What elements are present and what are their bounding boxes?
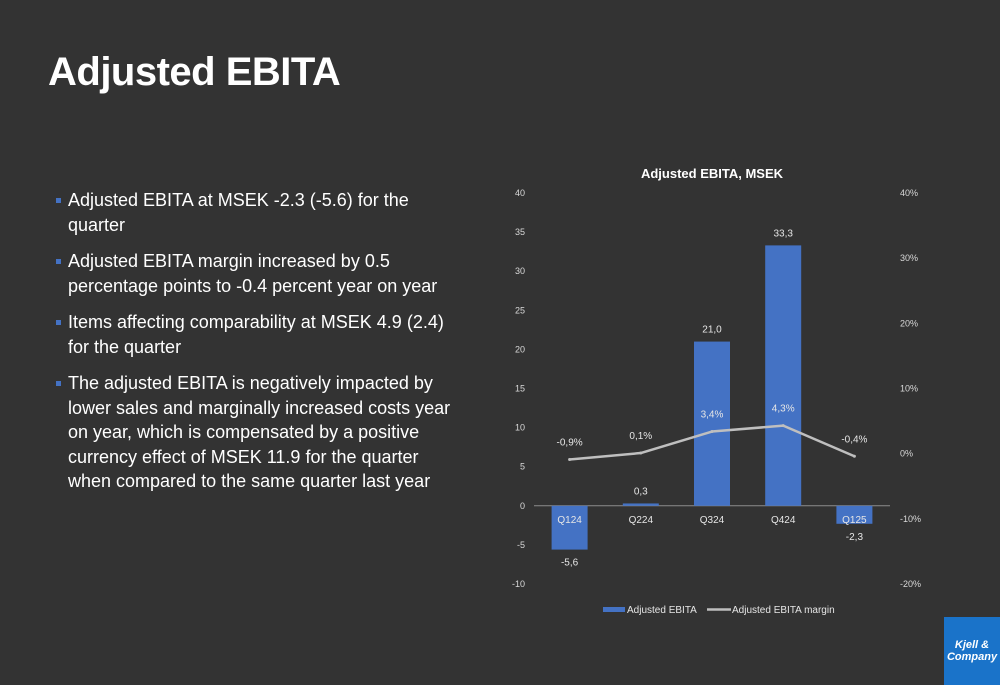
bullet-item: Adjusted EBITA at MSEK -2.3 (-5.6) for t… (56, 188, 456, 237)
y-left-tick-label: 0 (520, 501, 525, 511)
legend-label-bar: Adjusted EBITA (627, 605, 697, 616)
y-right-tick-label: 20% (900, 318, 918, 328)
line-data-label: 0,1% (629, 431, 652, 442)
line-point (639, 451, 643, 455)
y-left-tick-label: 30 (515, 266, 525, 276)
bullet-marker (56, 320, 61, 325)
y-left-tick-label: 35 (515, 227, 525, 237)
bullet-text: Items affecting comparability at MSEK 4.… (68, 312, 444, 357)
legend-label-line: Adjusted EBITA margin (732, 605, 835, 616)
y-right-tick-label: 40% (900, 188, 918, 198)
bar-adjusted-ebita (765, 245, 802, 506)
x-tick-label: Q124 (557, 515, 582, 526)
logo-line-2: Company (946, 651, 998, 663)
line-data-label: -0,9% (557, 438, 583, 449)
line-data-label: 3,4% (701, 410, 724, 421)
x-tick-label: Q424 (771, 515, 796, 526)
y-left-tick-label: -10 (512, 579, 525, 589)
bar-data-label: -2,3 (846, 532, 864, 543)
bullet-text: Adjusted EBITA at MSEK -2.3 (-5.6) for t… (68, 190, 409, 235)
line-data-label: 4,3% (772, 404, 795, 415)
y-left-tick-label: 15 (515, 384, 525, 394)
chart-title: Adjusted EBITA, MSEK (641, 166, 784, 181)
bullet-marker (56, 198, 61, 203)
slide-title: Adjusted EBITA (48, 50, 341, 94)
x-tick-label: Q224 (629, 515, 654, 526)
y-left-tick-label: 25 (515, 305, 525, 315)
bar-adjusted-ebita (694, 341, 730, 506)
bullet-item: The adjusted EBITA is negatively impacte… (56, 371, 456, 494)
y-right-tick-label: 10% (900, 384, 918, 394)
legend-swatch-bar (603, 607, 625, 612)
bar-data-label: 21,0 (702, 325, 722, 336)
bar-data-label: 0,3 (634, 486, 648, 497)
bar-adjusted-ebita (622, 503, 659, 506)
y-left-tick-label: 10 (515, 423, 525, 433)
line-data-label: -0,4% (841, 434, 867, 445)
y-right-tick-label: -20% (900, 579, 921, 589)
y-left-tick-label: 40 (515, 188, 525, 198)
bar-data-label: -5,6 (561, 558, 579, 569)
x-tick-label: Q125 (842, 515, 867, 526)
y-right-tick-label: -10% (900, 514, 921, 524)
x-tick-label: Q324 (700, 515, 725, 526)
bar-adjusted-ebita (836, 505, 873, 524)
logo-line-1: Kjell & (954, 639, 990, 651)
ebita-chart: Adjusted EBITA, MSEK 40 35 30 25 20 15 10 5 0 -5 -1… (500, 160, 940, 630)
bar-adjusted-ebita (551, 505, 588, 550)
bullet-marker (56, 381, 61, 386)
line-point (781, 424, 785, 428)
bullet-item: Adjusted EBITA margin increased by 0.5 p… (56, 249, 456, 298)
y-left-tick-label: 20 (515, 344, 525, 354)
bullet-text: Adjusted EBITA margin increased by 0.5 p… (68, 251, 438, 296)
y-right-tick-label: 30% (900, 253, 918, 263)
line-point (710, 430, 714, 434)
bullet-item: Items affecting comparability at MSEK 4.… (56, 310, 456, 359)
y-right-tick-label: 0% (900, 449, 913, 459)
line-point (568, 458, 572, 462)
bar-data-label: 33,3 (773, 228, 793, 239)
y-left-tick-label: 5 (520, 462, 525, 472)
chart-svg: Adjusted EBITA, MSEK 40 35 30 25 20 15 10 5 0 -5 -1… (512, 166, 921, 616)
bullet-text: The adjusted EBITA is negatively impacte… (68, 373, 451, 491)
line-point (852, 454, 856, 458)
bullet-marker (56, 259, 61, 264)
y-left-tick-label: -5 (517, 540, 525, 550)
company-logo: Kjell & Company (944, 617, 1000, 685)
bullet-list: Adjusted EBITA at MSEK -2.3 (-5.6) for t… (56, 188, 456, 506)
